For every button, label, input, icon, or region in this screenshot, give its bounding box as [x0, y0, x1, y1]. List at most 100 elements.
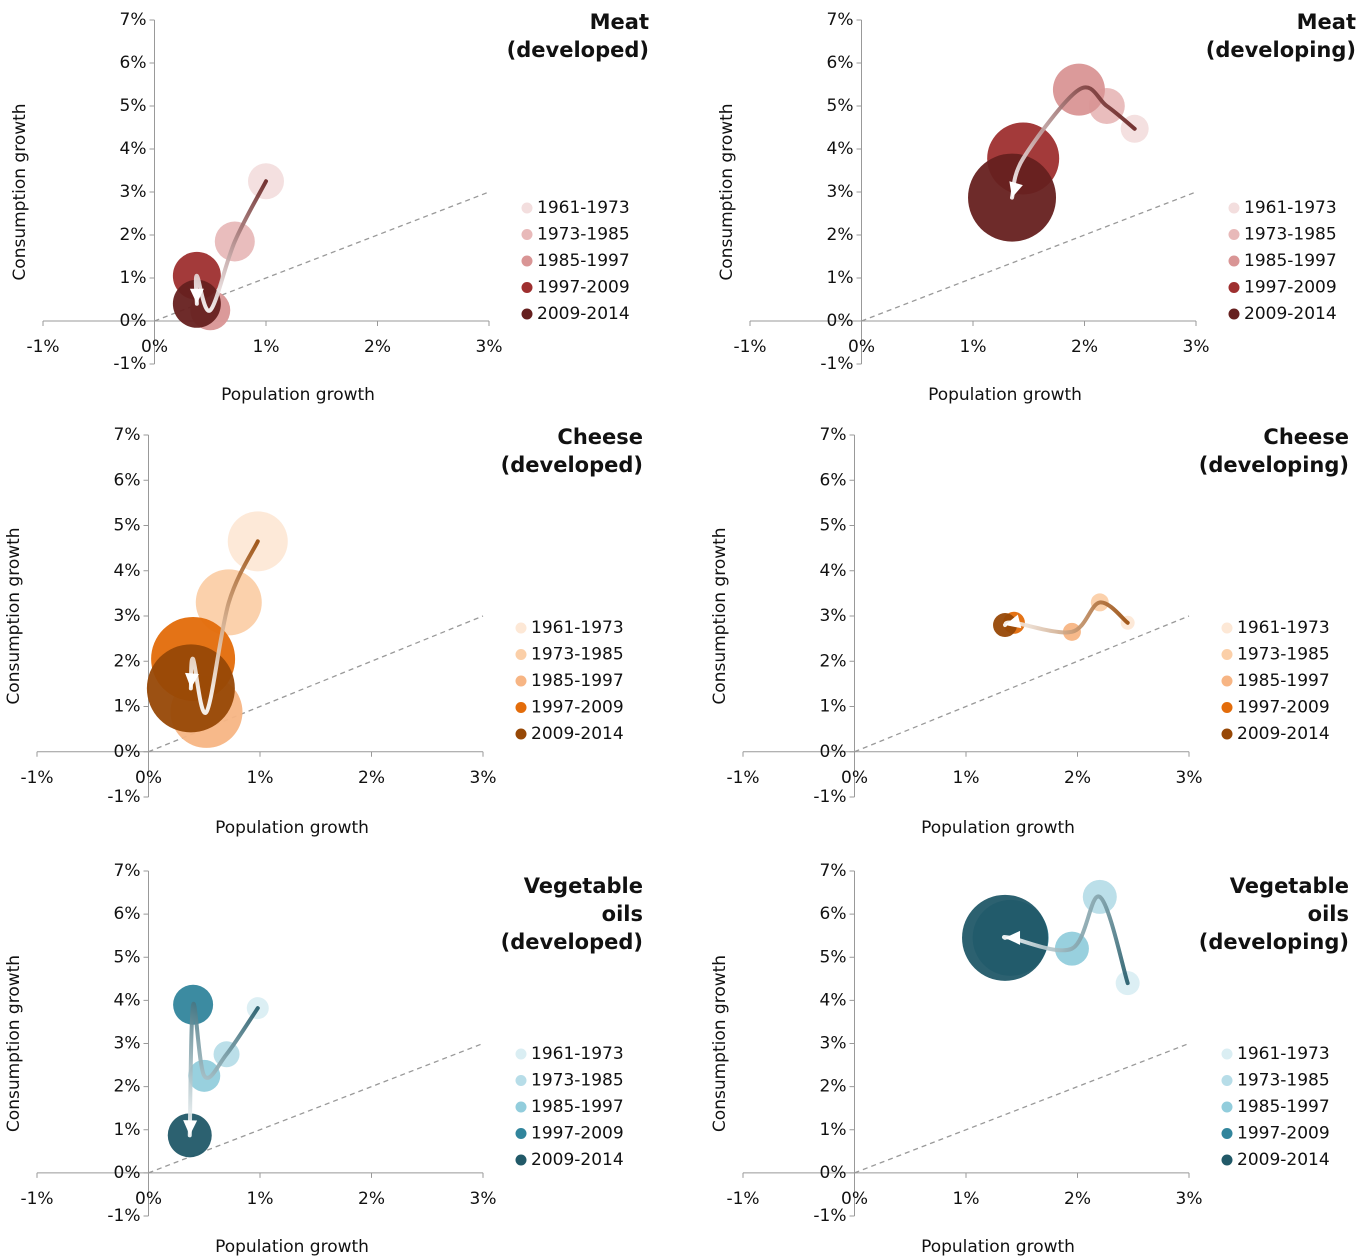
- parity-line: [148, 1042, 484, 1174]
- x-tick-label: 2%: [1071, 337, 1098, 357]
- y-tick-label: 2%: [114, 651, 141, 671]
- legend-label: 1997-2009: [531, 698, 624, 718]
- legend-label: 2009-2014: [1237, 724, 1330, 744]
- legend-label: 1961-1973: [531, 618, 624, 638]
- x-tick-label: 0%: [135, 768, 162, 788]
- x-tick-label: 3%: [1183, 337, 1210, 357]
- legend-marker: [515, 1075, 527, 1086]
- parity-line: [854, 615, 1190, 753]
- y-tick-label: 7%: [820, 425, 847, 445]
- y-tick-label: 1%: [820, 1120, 847, 1140]
- y-tick-label: 0%: [120, 311, 147, 331]
- x-tick-label: 0%: [135, 1189, 162, 1209]
- y-tick-label: 1%: [114, 697, 141, 717]
- legend-marker: [1228, 308, 1240, 320]
- legend-label: 1997-2009: [531, 1124, 624, 1144]
- y-tick-label: 0%: [114, 742, 141, 762]
- legend-label: 1997-2009: [1237, 1124, 1330, 1144]
- x-tick-label: 3%: [476, 337, 503, 357]
- y-tick-label: 1%: [827, 268, 854, 288]
- x-tick-label: -1%: [26, 337, 59, 357]
- y-tick-label: -1%: [113, 354, 146, 374]
- y-tick-label: 2%: [820, 1077, 847, 1097]
- y-tick-label: 4%: [820, 561, 847, 581]
- arrow-head: [183, 1120, 198, 1136]
- x-tick-label: 0%: [848, 337, 875, 357]
- y-tick-label: 0%: [827, 311, 854, 331]
- legend-label: 2009-2014: [531, 724, 624, 744]
- legend-label: 2009-2014: [531, 1150, 624, 1170]
- chart-title: Vegetable: [524, 874, 643, 898]
- trajectory: [188, 539, 260, 715]
- arrow-head: [185, 672, 199, 689]
- y-tick-label: 0%: [114, 1163, 141, 1183]
- y-tick-label: 7%: [827, 10, 854, 30]
- legend-marker: [521, 282, 533, 293]
- x-tick-label: 2%: [358, 768, 385, 788]
- x-axis-title: Population growth: [215, 1237, 369, 1257]
- legend-marker: [515, 1048, 527, 1060]
- x-tick-label: 2%: [1064, 768, 1091, 788]
- legend-label: 2009-2014: [1244, 304, 1337, 324]
- chart-title: (developed): [507, 38, 649, 62]
- panel: -1%0%1%2%3%4%5%6%7%-1% 0% 1% 2% 3%Population…: [10, 10, 649, 405]
- y-tick-label: 5%: [114, 947, 141, 967]
- legend-label: 1973-1985: [537, 225, 630, 245]
- parity-line: [148, 615, 484, 753]
- y-axis-title: Consumption growth: [10, 103, 30, 280]
- y-tick-label: 7%: [114, 861, 141, 881]
- arrow-head: [1009, 181, 1023, 198]
- y-tick-label: 3%: [114, 1034, 141, 1054]
- x-tick-label: 3%: [470, 1189, 497, 1209]
- y-tick-label: 6%: [820, 470, 847, 490]
- legend-label: 1961-1973: [531, 1044, 624, 1064]
- panel: -1%0%1%2%3%4%5%6%7%-1% 0% 1% 2% 3%Population…: [4, 861, 643, 1257]
- x-tick-label: 1%: [953, 768, 980, 788]
- y-tick-label: 0%: [820, 742, 847, 762]
- legend-marker: [521, 255, 533, 267]
- legend-label: 2009-2014: [1237, 1150, 1330, 1170]
- y-tick-label: 3%: [827, 182, 854, 202]
- y-tick-label: 4%: [114, 561, 141, 581]
- x-tick-label: 0%: [841, 768, 868, 788]
- y-tick-label: 2%: [820, 651, 847, 671]
- y-tick-label: 3%: [820, 1034, 847, 1054]
- y-tick-label: -1%: [813, 787, 846, 807]
- legend-label: 1985-1997: [1237, 671, 1330, 691]
- x-tick-label: -1%: [733, 337, 766, 357]
- legend-marker: [1228, 202, 1240, 214]
- legend-marker: [521, 308, 533, 320]
- trajectory: [187, 1002, 260, 1138]
- y-tick-label: 7%: [114, 425, 141, 445]
- y-axis-title: Consumption growth: [710, 527, 730, 704]
- legend-marker: [515, 1101, 527, 1113]
- y-tick-label: 4%: [820, 990, 847, 1010]
- arrow-head: [189, 288, 204, 304]
- legend-label: 1985-1997: [1244, 251, 1337, 271]
- legend-marker: [1228, 282, 1240, 293]
- arrow-head: [1005, 614, 1022, 629]
- x-tick-label: -1%: [726, 768, 759, 788]
- chart-title: Meat: [590, 10, 649, 34]
- y-tick-label: 2%: [827, 225, 854, 245]
- y-tick-label: 6%: [114, 470, 141, 490]
- parity-line: [154, 191, 490, 322]
- legend-label: 1973-1985: [1237, 1071, 1330, 1091]
- legend-marker: [1221, 1101, 1233, 1113]
- y-tick-label: 0%: [820, 1163, 847, 1183]
- y-tick-label: 6%: [120, 53, 147, 73]
- y-tick-label: 7%: [120, 10, 147, 30]
- x-axis-title: Population growth: [221, 385, 375, 405]
- legend-marker: [521, 229, 533, 240]
- y-tick-label: 6%: [820, 904, 847, 924]
- x-tick-label: 2%: [358, 1189, 385, 1209]
- legend-marker: [515, 1154, 527, 1166]
- legend-marker: [1221, 622, 1233, 634]
- legend-label: 1973-1985: [531, 645, 624, 665]
- chart-title: (developing): [1199, 930, 1349, 954]
- y-axis-title: Consumption growth: [717, 103, 737, 280]
- y-tick-label: 2%: [120, 225, 147, 245]
- chart-title: oils: [1308, 902, 1349, 926]
- y-tick-label: 3%: [120, 182, 147, 202]
